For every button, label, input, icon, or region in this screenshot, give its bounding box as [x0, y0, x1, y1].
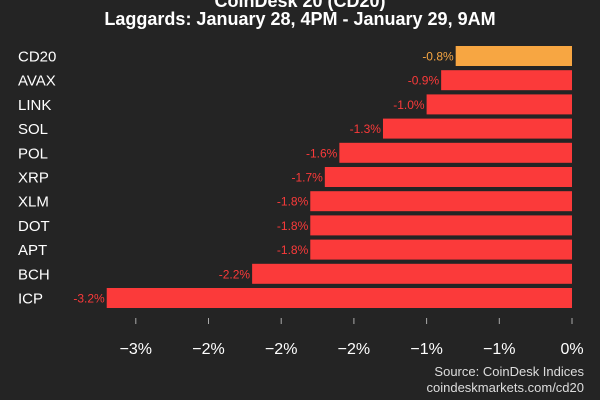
bar: [441, 70, 572, 91]
x-tick-label: 0%: [560, 341, 583, 358]
source-url: coindeskmarkets.com/cd20: [426, 380, 584, 395]
bar: [426, 94, 572, 115]
data-label: -0.9%: [408, 74, 440, 88]
chart-title: CoinDesk 20 (CD20): [214, 0, 386, 11]
category-label: APT: [18, 242, 47, 259]
x-tick-label: −1%: [483, 341, 515, 358]
data-label: -1.8%: [277, 243, 309, 257]
x-tick-label: −2%: [265, 341, 297, 358]
bar: [382, 118, 572, 139]
category-label: BCH: [18, 266, 50, 283]
category-label: XRP: [18, 170, 49, 187]
bar: [339, 142, 572, 163]
bar: [106, 288, 572, 308]
category-label: POL: [18, 145, 48, 162]
chart-subtitle: Laggards: January 28, 4PM - January 29, …: [104, 9, 496, 29]
bar: [252, 263, 572, 284]
data-label: -0.8%: [422, 50, 454, 64]
category-label: DOT: [18, 218, 50, 235]
data-label: -1.8%: [277, 219, 309, 233]
category-label: LINK: [18, 97, 51, 114]
data-label: -1.8%: [277, 195, 309, 209]
data-label: -1.0%: [393, 98, 425, 112]
x-tick-label: −3%: [120, 341, 152, 358]
category-label: XLM: [18, 194, 49, 211]
bar: [310, 239, 572, 260]
source-note: Source: CoinDesk Indices: [434, 364, 584, 379]
data-label: -1.6%: [306, 146, 338, 160]
category-label: AVAX: [18, 73, 56, 90]
bar: [455, 46, 572, 66]
bar: [310, 191, 572, 212]
data-label: -2.2%: [219, 267, 251, 281]
bar: [310, 215, 572, 236]
category-label: ICP: [18, 291, 43, 308]
x-tick-label: −2%: [338, 341, 370, 358]
x-tick-label: −2%: [192, 341, 224, 358]
category-label: CD20: [18, 49, 56, 66]
data-label: -1.3%: [350, 122, 382, 136]
data-label: -3.2%: [73, 292, 105, 306]
category-label: SOL: [18, 121, 48, 138]
data-label: -1.7%: [291, 171, 323, 185]
x-tick-label: −1%: [410, 341, 442, 358]
bar: [324, 167, 572, 187]
